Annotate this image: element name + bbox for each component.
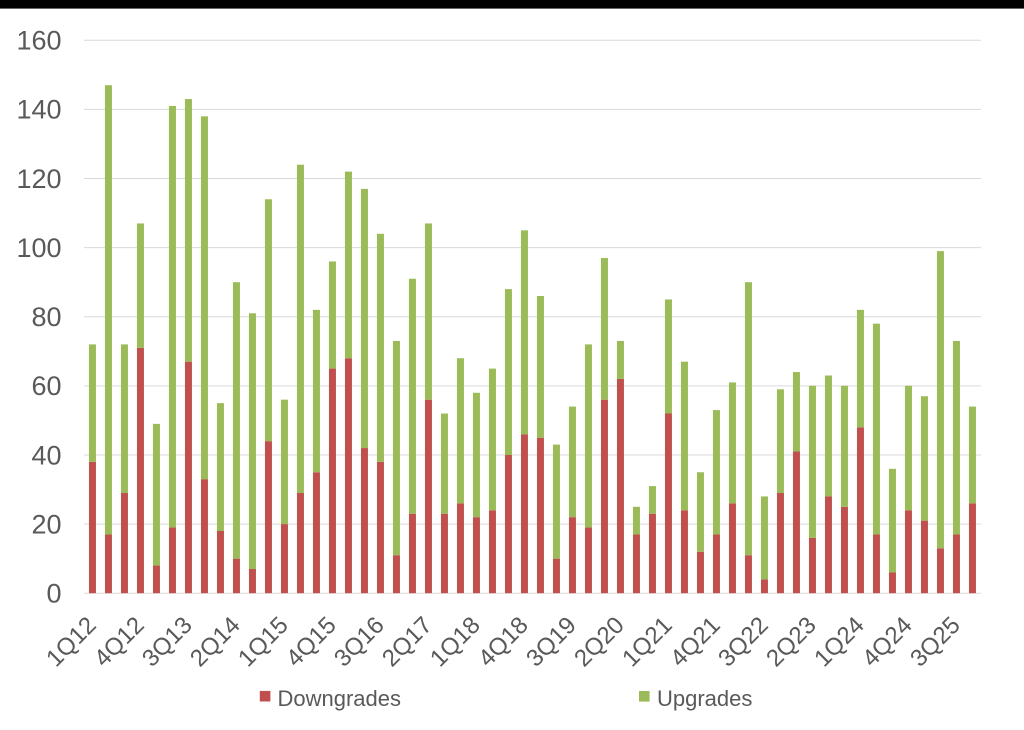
svg-text:100: 100 bbox=[16, 233, 61, 263]
svg-text:140: 140 bbox=[16, 95, 61, 125]
svg-text:80: 80 bbox=[31, 302, 61, 332]
svg-text:Downgrades: Downgrades bbox=[278, 686, 402, 711]
svg-text:40: 40 bbox=[31, 440, 61, 470]
svg-text:120: 120 bbox=[16, 164, 61, 194]
svg-text:60: 60 bbox=[31, 371, 61, 401]
svg-text:Upgrades: Upgrades bbox=[657, 686, 752, 711]
svg-text:20: 20 bbox=[31, 509, 61, 539]
svg-text:0: 0 bbox=[46, 579, 61, 609]
svg-text:160: 160 bbox=[16, 26, 61, 56]
